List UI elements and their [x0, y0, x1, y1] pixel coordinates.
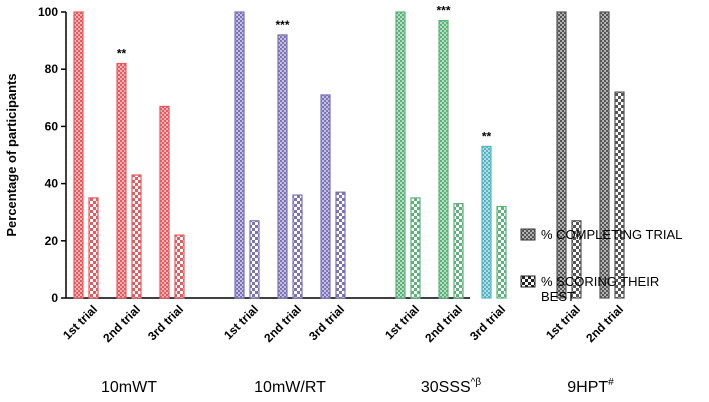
trial-label: 2nd trial — [583, 302, 626, 345]
y-tick-label: 40 — [45, 177, 59, 191]
significance-marker: *** — [275, 18, 289, 32]
group-label: 10mWT — [101, 379, 157, 396]
group-label: 10mW/RT — [254, 379, 326, 396]
y-tick-label: 60 — [45, 119, 59, 133]
trial-label: 1st trial — [543, 302, 583, 342]
bar-completing — [234, 11, 245, 299]
bar-completing — [73, 11, 84, 299]
bar-best — [174, 234, 185, 299]
y-tick-label: 0 — [51, 291, 58, 305]
significance-marker: ** — [482, 129, 492, 143]
trial-label: 3rd trial — [145, 302, 186, 343]
trial-label: 3rd trial — [306, 302, 347, 343]
legend-label-best: % SCORING THEIR BEST — [541, 274, 659, 304]
group-superscript: # — [608, 377, 614, 388]
trial-label: 1st trial — [60, 302, 100, 342]
bar-best — [292, 194, 303, 299]
bars — [73, 11, 625, 299]
bar-best — [453, 203, 464, 299]
y-tick-label: 100 — [38, 5, 58, 19]
y-tick-label: 80 — [45, 62, 59, 76]
bar-completing — [599, 11, 610, 299]
trial-label: 1st trial — [221, 302, 261, 342]
group-name: 10mWT — [101, 379, 157, 396]
group-name: 30SSS — [421, 379, 471, 396]
legend-swatch-best — [520, 275, 536, 288]
group-label: 9HPT# — [567, 377, 614, 396]
bar-best — [614, 91, 625, 299]
legend: % COMPLETING TRIAL % SCORING THEIR BEST — [520, 227, 682, 304]
bar-best — [335, 191, 346, 299]
bar-best — [571, 220, 582, 299]
bar-completing — [116, 62, 127, 299]
legend-label-line: BEST — [541, 289, 575, 304]
bar-completing — [481, 145, 492, 299]
bar-completing — [556, 11, 567, 299]
group-label: 30SSS^β — [421, 377, 482, 396]
trial-label: 2nd trial — [422, 302, 465, 345]
bar-completing — [320, 94, 331, 299]
significance-marker: ** — [117, 46, 127, 60]
group-name: 10mW/RT — [254, 379, 326, 396]
y-axis-label: Percentage of participants — [4, 73, 19, 236]
bar-completing — [395, 11, 406, 299]
bar-best — [410, 197, 421, 299]
trial-label: 3rd trial — [467, 302, 508, 343]
bar-best — [249, 220, 260, 299]
significance-marker: *** — [436, 4, 450, 18]
bar-best — [131, 174, 142, 299]
bar-best — [496, 205, 507, 299]
bar-completing — [438, 19, 449, 299]
bar-completing — [159, 105, 170, 299]
y-tick-label: 20 — [45, 234, 59, 248]
group-name: 9HPT — [567, 379, 608, 396]
trial-label: 2nd trial — [261, 302, 304, 345]
trial-label: 2nd trial — [100, 302, 143, 345]
group-superscript: ^β — [471, 377, 482, 388]
legend-swatch-completing — [520, 228, 536, 241]
bar-completing — [277, 34, 288, 299]
bar-best — [88, 197, 99, 299]
legend-label-completing: % COMPLETING TRIAL — [541, 227, 682, 242]
trial-label: 1st trial — [382, 302, 422, 342]
legend-label-line: % SCORING THEIR — [541, 274, 659, 289]
